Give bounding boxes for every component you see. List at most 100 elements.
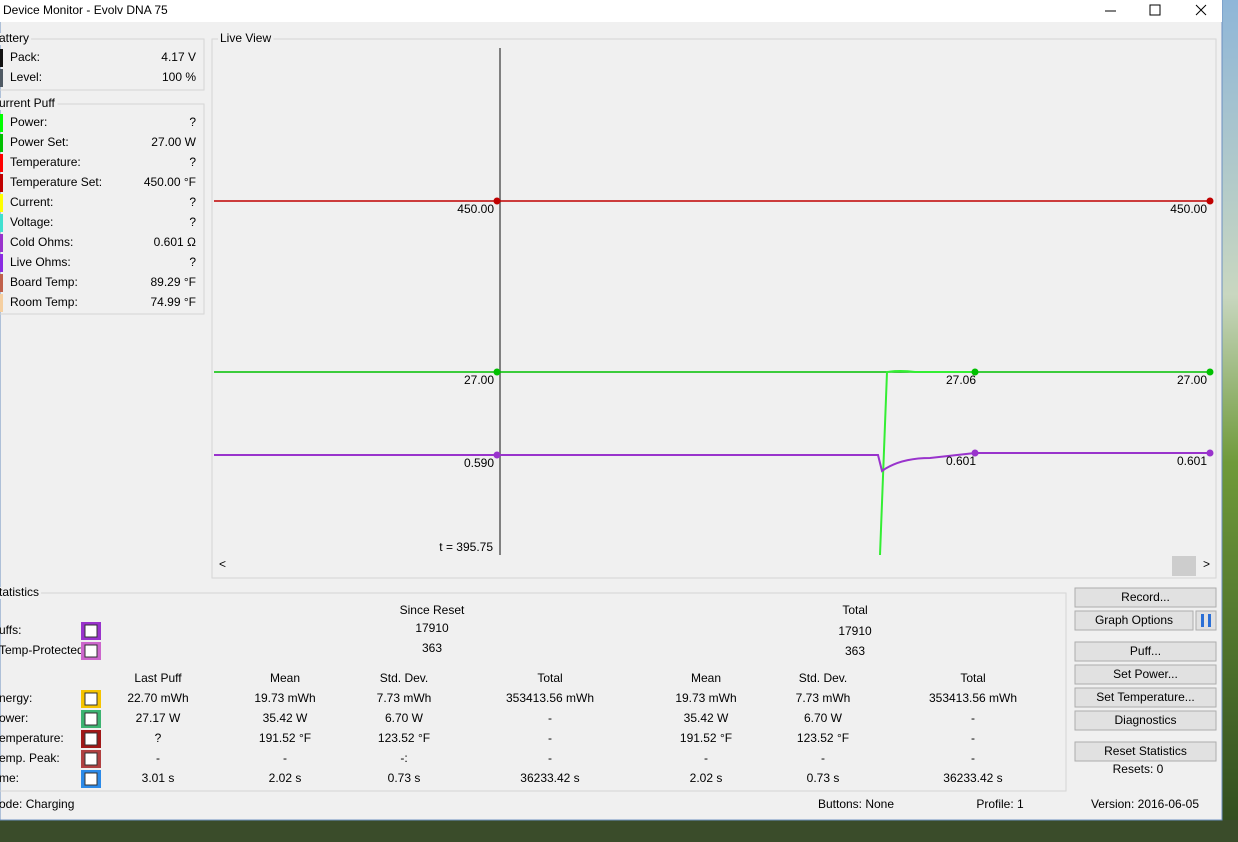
scroll-right[interactable]: > (1203, 557, 1210, 571)
button[interactable] (1074, 610, 1194, 631)
button[interactable] (1074, 641, 1217, 662)
checkbox[interactable] (84, 624, 98, 638)
stat-value: 17910 (415, 621, 449, 635)
stat-value: 3.01 s (142, 771, 175, 785)
stat-value: 191.52 °F (680, 731, 732, 745)
color-swatch (0, 49, 3, 67)
scroll-thumb[interactable] (1172, 556, 1196, 576)
graph-label: 0.601 (946, 454, 976, 468)
battery-group-title: attery (0, 31, 29, 45)
graph-label: 450.00 (1170, 202, 1207, 216)
row-value: 0.601 Ω (154, 235, 196, 249)
status-profile: Profile: 1 (976, 797, 1024, 811)
row-label: Temperature: (10, 155, 81, 169)
button[interactable] (1074, 587, 1217, 608)
stat-value: 0.73 s (807, 771, 840, 785)
status-buttons: Buttons: None (818, 797, 894, 811)
column-header: Last Puff (134, 671, 182, 685)
graph-label: 0.590 (464, 456, 494, 470)
stat-value: 7.73 mWh (377, 691, 432, 705)
button[interactable] (1074, 741, 1217, 762)
graph-point (1206, 197, 1214, 205)
button-label: Set Power... (1113, 667, 1178, 681)
row-label: nergy: (0, 691, 32, 705)
maximize-button[interactable] (1149, 4, 1161, 16)
color-swatch (0, 234, 3, 252)
row-value: 100 % (162, 70, 196, 84)
checkbox[interactable] (84, 712, 98, 726)
statistics-group-title: tatistics (0, 585, 39, 599)
stat-value: - (548, 751, 552, 765)
live-view-group (211, 38, 1217, 579)
desktop-ground (0, 820, 1238, 842)
stat-value: 35.42 W (263, 711, 308, 725)
graph-label: 27.00 (1177, 373, 1207, 387)
checkbox[interactable] (84, 752, 98, 766)
cursor-label: t = 395.75 (439, 540, 493, 554)
title-bg (0, 33, 32, 45)
stat-value: 353413.56 mWh (929, 691, 1017, 705)
row-value: ? (189, 195, 196, 209)
pause-button[interactable] (1195, 610, 1217, 631)
stat-value: 22.70 mWh (127, 691, 188, 705)
button-label: Set Temperature... (1096, 690, 1195, 704)
close-button[interactable] (1195, 4, 1207, 16)
column-header: Total (960, 671, 985, 685)
row-label: emp. Peak: (0, 751, 60, 765)
checkbox[interactable] (84, 772, 98, 786)
status-mode: ode: Charging (0, 797, 74, 811)
stat-value: 2.02 s (269, 771, 302, 785)
power-line (879, 370, 975, 556)
status-version: Version: 2016-06-05 (1091, 797, 1199, 811)
stat-value: - (971, 751, 975, 765)
row-label: Current: (10, 195, 53, 209)
row-label: Board Temp: (10, 275, 78, 289)
checkbox[interactable] (84, 732, 98, 746)
checkbox[interactable] (84, 692, 98, 706)
column-header: Total (537, 671, 562, 685)
title-bg (0, 587, 42, 599)
stat-value: 0.73 s (388, 771, 421, 785)
button-label: Reset Statistics (1104, 744, 1187, 758)
stat-value: - (548, 711, 552, 725)
graph-point (493, 197, 501, 205)
button[interactable] (1074, 710, 1217, 731)
row-label: Pack: (10, 50, 40, 64)
stat-value: 123.52 °F (797, 731, 849, 745)
color-swatch (0, 174, 3, 192)
color-swatch (0, 114, 3, 132)
stat-value: - (283, 751, 287, 765)
row-label: Power: (10, 115, 47, 129)
button[interactable] (1074, 687, 1217, 708)
row-label: Temp-Protected: (0, 643, 87, 657)
pause-bar (1201, 614, 1204, 627)
scroll-left[interactable]: < (219, 557, 226, 571)
row-value: ? (189, 215, 196, 229)
stat-value: -: (400, 751, 407, 765)
title-bar (0, 0, 1222, 22)
graph-point (971, 368, 979, 376)
color-swatch (0, 134, 3, 152)
color-swatch (0, 69, 3, 87)
stat-value: 6.70 W (385, 711, 424, 725)
row-label: Cold Ohms: (10, 235, 73, 249)
stat-value: 35.42 W (684, 711, 729, 725)
stat-value: 2.02 s (690, 771, 723, 785)
checkbox[interactable] (84, 644, 98, 658)
row-label: Power Set: (10, 135, 69, 149)
color-swatch (0, 154, 3, 172)
column-header: Mean (270, 671, 300, 685)
button[interactable] (1074, 664, 1217, 685)
button-label: Graph Options (1095, 613, 1173, 627)
stat-value: ? (155, 731, 162, 745)
row-label: ower: (0, 711, 28, 725)
column-header: Since Reset (400, 603, 465, 617)
statistics-group (0, 592, 1067, 792)
current-puff-group-title: urrent Puff (0, 96, 55, 110)
row-value: ? (189, 155, 196, 169)
color-swatch (0, 214, 3, 232)
graph-point (493, 368, 501, 376)
stat-value: 363 (845, 644, 865, 658)
row-label: Level: (10, 70, 42, 84)
resets-label: Resets: 0 (1113, 762, 1164, 776)
